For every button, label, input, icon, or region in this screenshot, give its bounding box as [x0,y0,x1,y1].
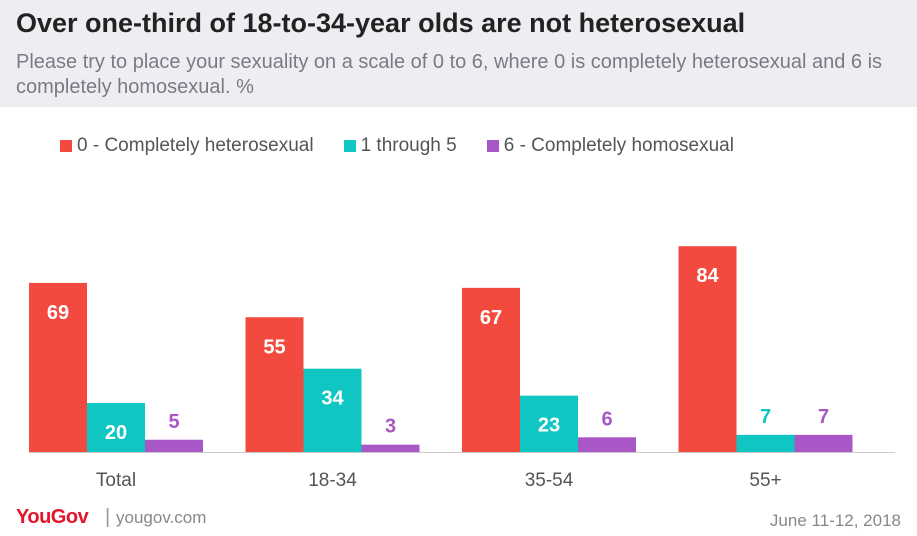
legend-item-homosexual: 6 - Completely homosexual [486,135,734,157]
data-label-heterosexual-18-34: 55 [263,336,285,358]
chart-header: Over one-third of 18-to-34-year olds are… [0,0,917,107]
yougov-logo: YouGov [16,506,89,528]
x-tick-label-total: Total [96,470,136,491]
bar-heterosexual-35-54 [462,287,520,452]
footer-url[interactable]: yougov.com [116,508,207,527]
legend-item-heterosexual: 0 - Completely heterosexual [60,135,314,157]
legend-swatch-homosexual [486,140,499,152]
legend-label-1-through-5: 1 through 5 [360,135,457,156]
data-label-1-through-5-total: 20 [105,422,127,444]
x-tick-label-18-34: 18-34 [308,470,357,491]
footer-date: June 11-12, 2018 [769,511,901,530]
data-label-homosexual-35-54: 6 [601,408,612,430]
chart-subtitle: Please try to place your sexuality on a … [16,51,883,98]
data-label-1-through-5-35-54: 23 [538,415,560,437]
bar-1-through-5-35-54 [520,395,578,452]
data-label-heterosexual-total: 69 [47,302,69,324]
bar-heterosexual-18-34 [245,317,304,452]
chart-title: Over one-third of 18-to-34-year olds are… [16,8,746,38]
bar-1-through-5-total [87,403,145,452]
data-label-heterosexual-35-54: 67 [480,307,502,329]
bar-homosexual-total [145,439,203,452]
legend-item-1-through-5: 1 through 5 [343,135,457,157]
bar-homosexual-18-34 [361,444,420,452]
bar-1-through-5-18-34 [303,368,362,452]
bar-homosexual-35-54 [578,437,636,452]
bar-homosexual-55+ [794,434,853,452]
bar-heterosexual-total [29,282,87,452]
data-label-1-through-5-18-34: 34 [321,388,344,410]
data-label-homosexual-55+: 7 [818,406,829,428]
x-tick-label-35-54: 35-54 [525,470,574,491]
chart-legend: 0 - Completely heterosexual 1 through 5 … [60,134,764,158]
legend-label-homosexual: 6 - Completely homosexual [503,135,734,156]
data-label-heterosexual-55+: 84 [696,265,719,287]
bar-heterosexual-55+ [678,246,737,452]
bar-1-through-5-55+ [736,434,795,452]
legend-swatch-heterosexual [60,140,72,152]
data-label-homosexual-total: 5 [168,411,179,433]
legend-swatch-1-through-5 [343,140,356,152]
legend-label-heterosexual: 0 - Completely heterosexual [77,135,314,156]
x-tick-label-55+: 55+ [749,470,781,491]
footer-separator: | [105,506,111,528]
data-label-1-through-5-55+: 7 [760,406,771,428]
data-label-homosexual-18-34: 3 [385,416,396,438]
